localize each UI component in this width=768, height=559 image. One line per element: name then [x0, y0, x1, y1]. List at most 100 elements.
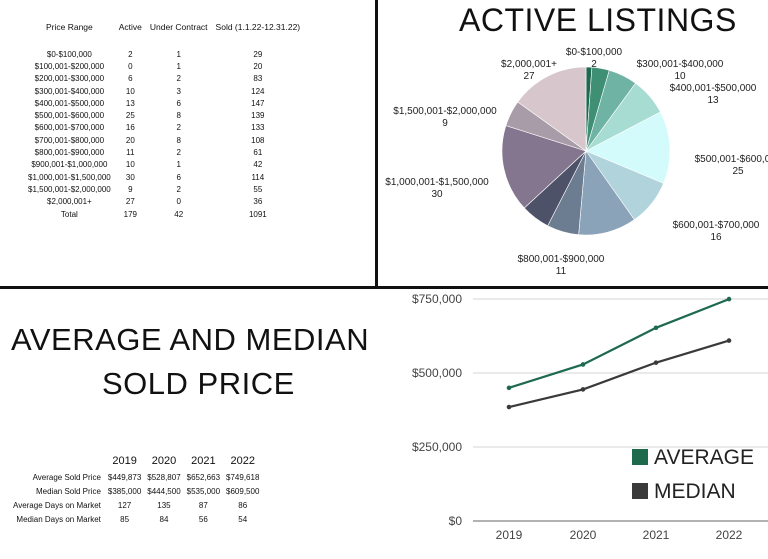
table-cell: 124	[251, 86, 265, 96]
table-cell: 6	[128, 74, 133, 84]
table-cell: $700,001-$800,000	[34, 135, 105, 145]
data-point	[653, 325, 659, 331]
y-tick-label: $500,000	[412, 366, 462, 380]
table-row: $2,000,001+ 27 0 36	[24, 196, 304, 208]
table-cell: $444,500	[147, 486, 181, 496]
table-cell: 54	[238, 514, 248, 524]
table-cell: 20	[253, 61, 263, 71]
sold-table-year-header: 2022	[230, 455, 255, 467]
table-row: Average Days on Market 127 135 87 86	[10, 498, 262, 512]
price-table-header: Price Range Active Under Contract Sold (1.1…	[24, 22, 304, 48]
pie-label: $2,000,001+	[501, 59, 557, 70]
table-cell: $400,001-$500,000	[34, 98, 105, 108]
x-tick-label: 2022	[716, 528, 743, 542]
table-cell: 135	[157, 500, 171, 510]
x-tick-label: 2019	[496, 528, 523, 542]
table-cell: 55	[253, 184, 263, 194]
table-cell: $528,807	[147, 472, 181, 482]
table-cell: $600,001-$700,000	[34, 123, 105, 133]
table-row: $500,001-$600,000 25 8 139	[24, 109, 304, 121]
x-tick-label: 2021	[643, 528, 670, 542]
data-point	[726, 296, 732, 302]
table-cell: 2	[176, 74, 181, 84]
table-cell: $749,618	[226, 472, 260, 482]
table-row: $100,001-$200,000 0 1 20	[24, 60, 304, 72]
data-point	[653, 360, 659, 365]
table-cell: 1	[176, 49, 181, 59]
pie-value-label: 16	[710, 232, 722, 243]
price-table-header-cell: Active	[118, 22, 142, 32]
table-cell: $200,001-$300,000	[34, 74, 105, 84]
table-row: $1,500,001-$2,000,000 9 2 55	[24, 183, 304, 195]
table-cell: 25	[125, 111, 135, 121]
data-point	[506, 404, 512, 410]
active-listings-title: ACTIVE LISTINGS	[459, 2, 737, 38]
pie-slice	[517, 66, 587, 152]
table-cell: 9	[128, 184, 133, 194]
table-cell: 10	[125, 86, 135, 96]
table-cell: 133	[251, 123, 265, 133]
table-cell: $0-$100,000	[46, 49, 92, 59]
table-cell: 8	[176, 111, 181, 121]
table-cell: 147	[251, 98, 265, 108]
series-line	[508, 339, 730, 409]
table-cell: 1091	[248, 209, 267, 219]
price-table-header-cell: Sold (1.1.22-12.31.22)	[215, 22, 301, 32]
table-cell: 56	[198, 514, 208, 524]
pie-label: $800,001-$900,000	[518, 254, 605, 265]
table-cell: 16	[125, 123, 135, 133]
pie-value-label: 27	[523, 71, 535, 82]
row-label: Average Sold Price	[32, 472, 101, 482]
table-row: $400,001-$500,000 13 6 147	[24, 97, 304, 109]
legend-label: AVERAGE	[654, 446, 754, 469]
table-cell: 11	[126, 148, 135, 158]
table-cell: 8	[176, 135, 181, 145]
sold-price-table: 2019 2020 2021 2022 Average Sold Price $449,…	[10, 455, 262, 526]
pie-value-label: 9	[442, 118, 448, 129]
table-cell: $449,873	[107, 472, 142, 482]
pie-label: $400,001-$500,000	[670, 83, 757, 94]
table-cell: 2	[176, 123, 181, 133]
table-row: $800,001-$900,000 11 2 61	[24, 146, 304, 158]
table-cell: $1,000,001-$1,500,000	[28, 172, 111, 182]
table-cell: 114	[251, 172, 265, 182]
table-row: $900,001-$1,000,000 10 1 42	[24, 159, 304, 171]
table-cell: 2	[176, 148, 181, 158]
pie-label: $500,001-$600,000	[695, 154, 768, 165]
pie-value-label: 25	[732, 166, 744, 177]
table-cell: 1	[176, 160, 181, 170]
table-cell: 84	[159, 514, 169, 524]
pie-label: $300,001-$400,000	[637, 59, 724, 70]
table-row: $700,001-$800,000 20 8 108	[24, 134, 304, 146]
table-cell: 10	[125, 160, 135, 170]
table-cell: 86	[238, 500, 248, 510]
table-cell: 139	[251, 111, 265, 121]
table-row: Total 179 42 1091	[24, 208, 304, 220]
x-tick-label: 2020	[570, 528, 597, 542]
table-row: $600,001-$700,000 16 2 133	[24, 122, 304, 134]
data-point	[580, 362, 586, 367]
table-cell: $535,000	[186, 486, 221, 496]
y-tick-label: $250,000	[412, 440, 462, 454]
pie-value-label: 10	[674, 71, 686, 82]
table-cell: 85	[120, 514, 130, 524]
table-cell: 36	[253, 197, 263, 207]
row-label: Median Days on Market	[16, 514, 101, 524]
legend-label: MEDIAN	[654, 480, 736, 503]
table-cell: 3	[176, 86, 181, 96]
table-cell: 27	[125, 197, 135, 207]
sold-price-title-line1: AVERAGE AND MEDIAN	[11, 322, 370, 357]
row-label: Average Days on Market	[13, 500, 101, 510]
table-cell: 6	[176, 172, 181, 182]
table-cell: 42	[253, 160, 263, 170]
pie-value-label: 2	[591, 59, 597, 70]
pie-value-label: 13	[707, 95, 719, 106]
y-tick-label: $750,000	[412, 292, 462, 306]
table-cell: $500,001-$600,000	[34, 111, 105, 121]
table-cell: 2	[176, 184, 181, 194]
table-cell: 29	[253, 49, 263, 59]
data-point	[506, 385, 512, 391]
table-cell: 2	[128, 49, 133, 59]
table-cell: 87	[198, 500, 208, 510]
